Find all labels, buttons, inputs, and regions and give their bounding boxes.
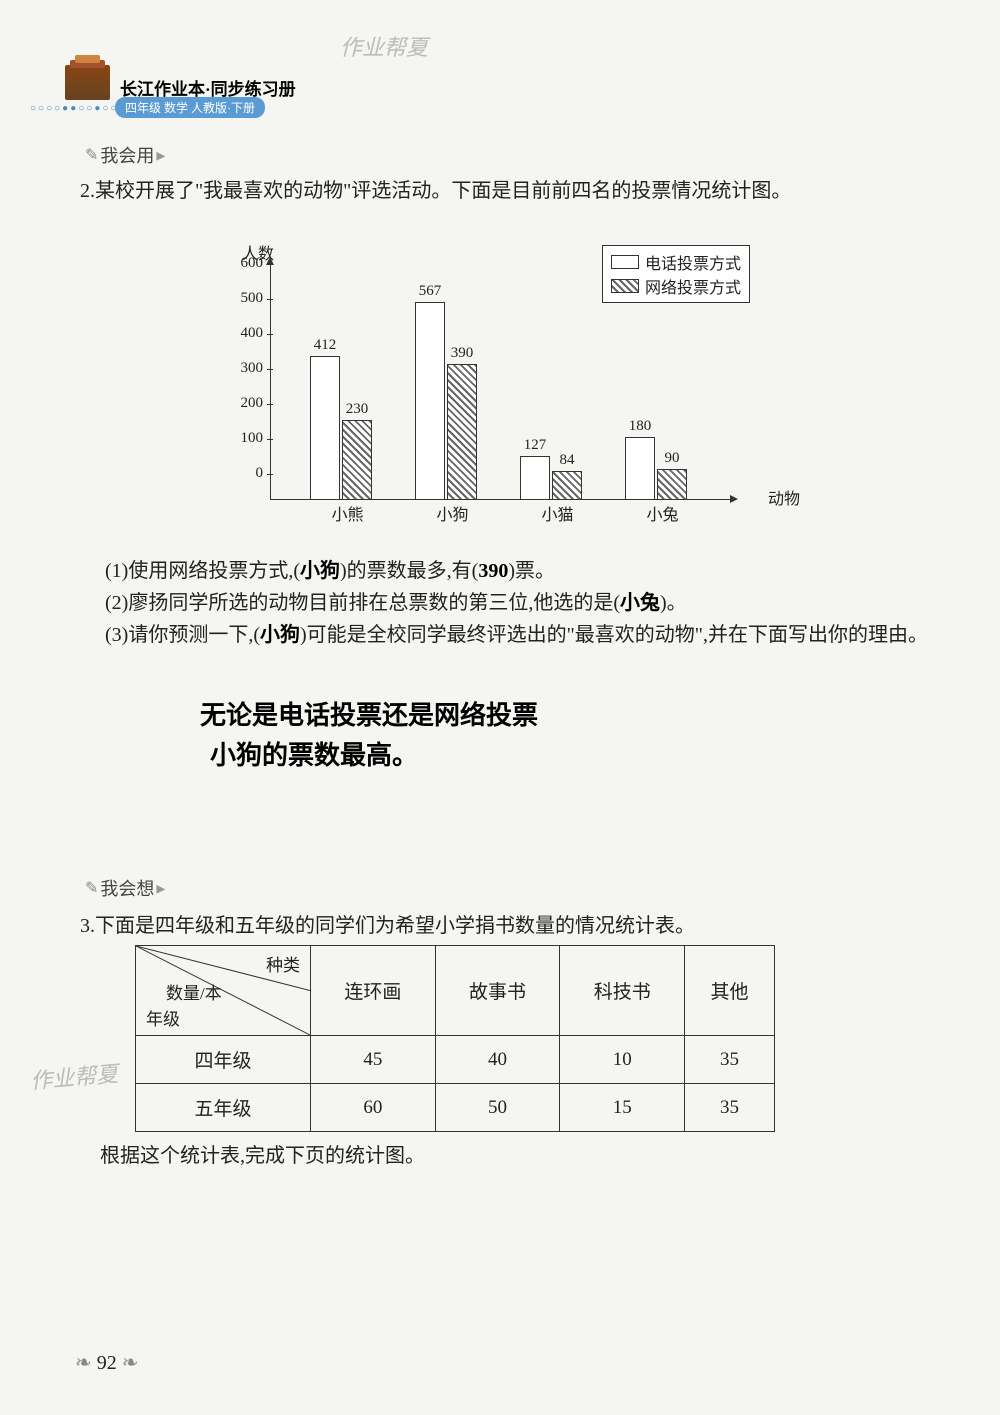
sub3-answer: 小狗 <box>260 624 300 646</box>
bar-value-label: 412 <box>310 337 340 354</box>
bar-group: 12784小猫 <box>520 265 595 500</box>
table-row: 四年级 45 40 10 35 <box>136 1036 775 1084</box>
table-cell: 50 <box>435 1084 560 1132</box>
category-label: 小熊 <box>310 501 385 525</box>
sub1-mid: )的票数最多,有( <box>340 560 478 582</box>
section-tag-think: ✎ 我会想 ▸ <box>85 875 165 901</box>
category-label: 小狗 <box>415 501 490 525</box>
section-label: 我会用 <box>100 142 154 168</box>
page-deco-right: ❧ <box>122 1352 139 1374</box>
bar-phone <box>520 456 550 500</box>
table-cell: 35 <box>685 1036 775 1084</box>
y-tick: 200 <box>228 395 263 412</box>
x-axis-label: 动物 <box>768 485 800 509</box>
sub-question-3: (3)请你预测一下,(小狗)可能是全校同学最终评选出的"最喜欢的动物",并在下面… <box>105 619 940 651</box>
header-dots: ○○○○●●○○●○○● <box>30 103 126 114</box>
question-3: 3.下面是四年级和五年级的同学们为希望小学捐书数量的情况统计表。 <box>80 910 940 942</box>
table-cell: 45 <box>311 1036 436 1084</box>
bar-chart: 人数 动物 电话投票方式 网络投票方式 412230小熊567390小狗1278… <box>210 245 770 545</box>
bar-value-label: 180 <box>625 418 655 435</box>
donation-table: 种类 数量/本 年级 连环画 故事书 科技书 其他 四年级 45 40 10 3… <box>135 945 775 1132</box>
page-deco-left: ❧ <box>75 1352 92 1374</box>
bar-phone <box>310 356 340 500</box>
bar-value-label: 230 <box>342 401 372 418</box>
bar-phone <box>625 437 655 500</box>
bar-value-label: 90 <box>657 450 687 467</box>
col-header: 其他 <box>685 946 775 1036</box>
bar-net <box>342 420 372 501</box>
after-table-text: 根据这个统计表,完成下页的统计图。 <box>100 1140 960 1172</box>
page-num-value: 92 <box>97 1352 117 1374</box>
q3-text: 下面是四年级和五年级的同学们为希望小学捐书数量的情况统计表。 <box>95 915 695 937</box>
sub3-prefix: (3)请你预测一下,( <box>105 624 260 646</box>
table-row: 五年级 60 50 15 35 <box>136 1084 775 1132</box>
table-cell: 10 <box>560 1036 685 1084</box>
sub1-suffix: )票。 <box>508 560 555 582</box>
y-tick: 100 <box>228 430 263 447</box>
category-label: 小猫 <box>520 501 595 525</box>
section-label: 我会想 <box>100 875 154 901</box>
bar-value-label: 84 <box>552 452 582 469</box>
question-2: 2.某校开展了"我最喜欢的动物"评选活动。下面是目前前四名的投票情况统计图。 <box>80 175 940 207</box>
watermark-top: 作业帮夏 <box>340 30 428 62</box>
page-number: ❧ 92 ❧ <box>75 1350 139 1375</box>
y-tick: 300 <box>228 360 263 377</box>
watermark-side: 作业帮夏 <box>29 1056 119 1096</box>
row-label: 五年级 <box>136 1084 311 1132</box>
pencil-icon: ✎ <box>85 878 98 898</box>
bar-value-label: 390 <box>447 345 477 362</box>
bar-value-label: 127 <box>520 437 550 454</box>
q2-text: 某校开展了"我最喜欢的动物"评选活动。下面是目前前四名的投票情况统计图。 <box>95 180 791 202</box>
sub1-answer1: 小狗 <box>300 560 340 582</box>
sub-question-2: (2)廖扬同学所选的动物目前排在总票数的第三位,他选的是(小兔)。 <box>105 587 940 619</box>
y-tick: 0 <box>228 465 263 482</box>
sub2-suffix: )。 <box>660 592 687 614</box>
book-icon <box>65 65 110 100</box>
axis-area: 412230小熊567390小狗12784小猫18090小兔 <box>270 265 730 500</box>
q2-number: 2. <box>80 180 95 202</box>
y-axis <box>270 265 271 500</box>
pencil-icon: ✎ <box>85 145 98 165</box>
banner-subtitle: 四年级 数学 人教版·下册 <box>115 97 265 118</box>
row-label: 四年级 <box>136 1036 311 1084</box>
corner-top: 种类 <box>266 951 300 976</box>
bar-group: 412230小熊 <box>310 265 385 500</box>
col-header: 连环画 <box>311 946 436 1036</box>
sub2-prefix: (2)廖扬同学所选的动物目前排在总票数的第三位,他选的是( <box>105 592 620 614</box>
corner-mid: 数量/本 <box>166 979 222 1004</box>
bar-net <box>447 364 477 501</box>
bar-net <box>552 471 582 500</box>
sub3-suffix: )可能是全校同学最终评选出的"最喜欢的动物",并在下面写出你的理由。 <box>300 624 928 646</box>
sub-question-1: (1)使用网络投票方式,(小狗)的票数最多,有(390)票。 <box>105 555 940 587</box>
col-header: 科技书 <box>560 946 685 1036</box>
bar-group: 18090小兔 <box>625 265 700 500</box>
bar-group: 567390小狗 <box>415 265 490 500</box>
header-banner: ○○○○●●○○●○○● 长江作业本·同步练习册 四年级 数学 人教版·下册 <box>30 75 310 125</box>
sub1-prefix: (1)使用网络投票方式,( <box>105 560 300 582</box>
y-tick: 400 <box>228 325 263 342</box>
bar-value-label: 567 <box>415 283 445 300</box>
table-cell: 40 <box>435 1036 560 1084</box>
reason-line1: 无论是电话投票还是网络投票 <box>200 695 1000 737</box>
corner-bottom: 年级 <box>146 1005 180 1030</box>
section-tag-use: ✎ 我会用 ▸ <box>85 142 165 168</box>
sub1-answer2: 390 <box>478 560 508 582</box>
bar-phone <box>415 302 445 500</box>
arrow-icon: ▸ <box>156 145 165 166</box>
table-cell: 15 <box>560 1084 685 1132</box>
y-tick: 500 <box>228 290 263 307</box>
reason-line2: 小狗的票数最高。 <box>210 735 1000 777</box>
table-corner-cell: 种类 数量/本 年级 <box>136 946 311 1036</box>
arrow-icon: ▸ <box>156 878 165 899</box>
y-tick: 600 <box>228 255 263 272</box>
bar-net <box>657 469 687 501</box>
category-label: 小兔 <box>625 501 700 525</box>
q3-number: 3. <box>80 915 95 937</box>
table-cell: 60 <box>311 1084 436 1132</box>
table-cell: 35 <box>685 1084 775 1132</box>
col-header: 故事书 <box>435 946 560 1036</box>
sub2-answer: 小兔 <box>620 592 660 614</box>
